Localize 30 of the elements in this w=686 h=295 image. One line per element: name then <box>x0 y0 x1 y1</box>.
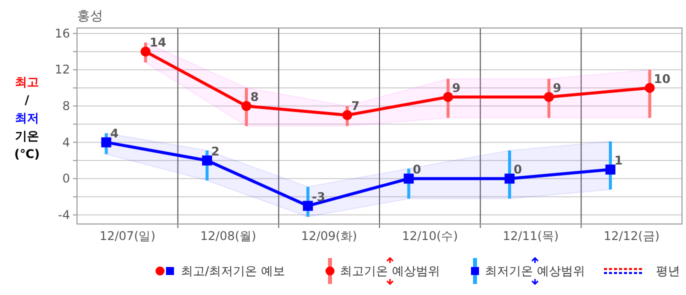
y-tick-label: 8 <box>62 99 70 114</box>
y-tick-label: 12 <box>54 62 70 77</box>
data-label: 9 <box>452 80 460 95</box>
legend-label: 최고기온 예상범위 <box>340 264 440 278</box>
data-label: 2 <box>211 144 220 158</box>
legend-label: 최저기온 예상범위 <box>485 264 585 278</box>
x-tick-label: 12/07(일) <box>99 229 156 243</box>
x-tick-label: 12/10(수) <box>402 229 458 243</box>
y-tick-label: -4 <box>58 208 70 222</box>
data-label: -3 <box>312 190 326 204</box>
data-label: 0 <box>412 162 422 177</box>
y-axis-title: 최고/최저 기온 (℃) <box>14 75 40 161</box>
x-tick-label: 12/09(화) <box>301 229 358 243</box>
text: 평년 <box>656 264 680 278</box>
chart-title: 홍성 <box>77 9 103 24</box>
x-tick-label: 12/08(월) <box>200 229 256 243</box>
data-label: 9 <box>552 80 562 95</box>
x-tick-label: 12/11(목) <box>502 229 559 243</box>
data-label: 8 <box>250 90 259 104</box>
data-label: 1 <box>614 154 623 168</box>
text: 최고/최저기온 예보 <box>181 264 285 278</box>
y-tick-label: 0 <box>62 172 70 186</box>
y-tick-label: 4 <box>62 135 70 150</box>
x-tick-label: 12/12(금) <box>604 229 660 243</box>
data-label: 4 <box>110 126 119 140</box>
data-label: 0 <box>514 162 522 177</box>
data-label: 10 <box>654 72 670 86</box>
y-tick-label: 16 <box>54 26 70 40</box>
data-label: 14 <box>150 36 166 50</box>
data-label: 7 <box>351 99 360 114</box>
